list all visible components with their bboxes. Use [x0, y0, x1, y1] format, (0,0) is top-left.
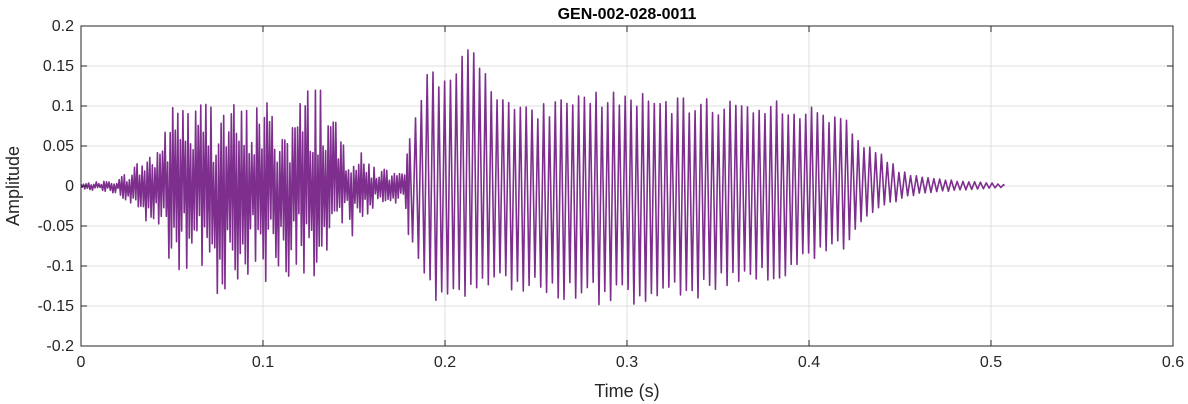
y-tick-label: 0 [65, 178, 74, 195]
y-tick-label: 0.15 [43, 58, 74, 75]
y-tick-label: -0.05 [38, 218, 75, 235]
chart-title: GEN-002-028-0011 [558, 6, 697, 23]
y-tick-labels: -0.2 -0.15 -0.1 -0.05 0 0.05 0.1 0.15 0.2 [38, 18, 75, 355]
tick-marks [80, 25, 1174, 347]
y-tick-label: 0.2 [52, 18, 74, 35]
x-axis-label: Time (s) [594, 381, 659, 401]
y-tick-label: -0.1 [46, 258, 74, 275]
y-tick-label: 0.1 [52, 98, 74, 115]
series-group [80, 49, 1005, 306]
x-tick-label: 0.6 [1162, 354, 1184, 371]
x-tick-label: 0.5 [980, 354, 1002, 371]
x-tick-label: 0.1 [252, 354, 274, 371]
y-tick-label: -0.15 [38, 298, 75, 315]
x-tick-label: 0.4 [798, 354, 820, 371]
waveform-line [80, 49, 1005, 306]
y-axis-label: Amplitude [3, 146, 23, 226]
x-tick-label: 0.3 [616, 354, 638, 371]
y-tick-label: -0.2 [46, 338, 74, 355]
x-tick-labels: 0 0.1 0.2 0.3 0.4 0.5 0.6 [77, 354, 1185, 371]
x-tick-label: 0.2 [434, 354, 456, 371]
y-tick-label: 0.05 [43, 138, 74, 155]
x-tick-label: 0 [77, 354, 86, 371]
